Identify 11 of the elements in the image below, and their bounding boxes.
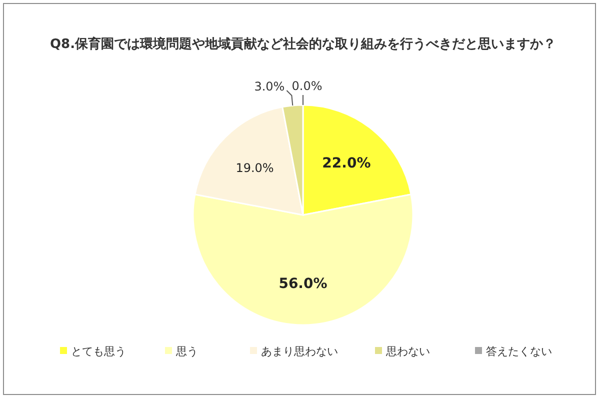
legend-label: とても思う bbox=[71, 345, 126, 358]
chart-title: Q8.保育園では環境問題や地域貢献など社会的な取り組みを行うべきだと思いますか？ bbox=[50, 36, 556, 52]
text: 0.0% bbox=[292, 79, 322, 93]
legend-label: 思う bbox=[175, 345, 198, 358]
data-label: 22.0% bbox=[322, 155, 371, 172]
data-label: 3.0% bbox=[254, 80, 285, 94]
data-label: 56.0% bbox=[278, 276, 328, 292]
data-label: 19.0% bbox=[236, 160, 274, 175]
legend-label: 思わない bbox=[385, 345, 430, 358]
legend-label: あまり思わない bbox=[261, 345, 338, 358]
legend-label: 答えたくない bbox=[486, 345, 552, 358]
